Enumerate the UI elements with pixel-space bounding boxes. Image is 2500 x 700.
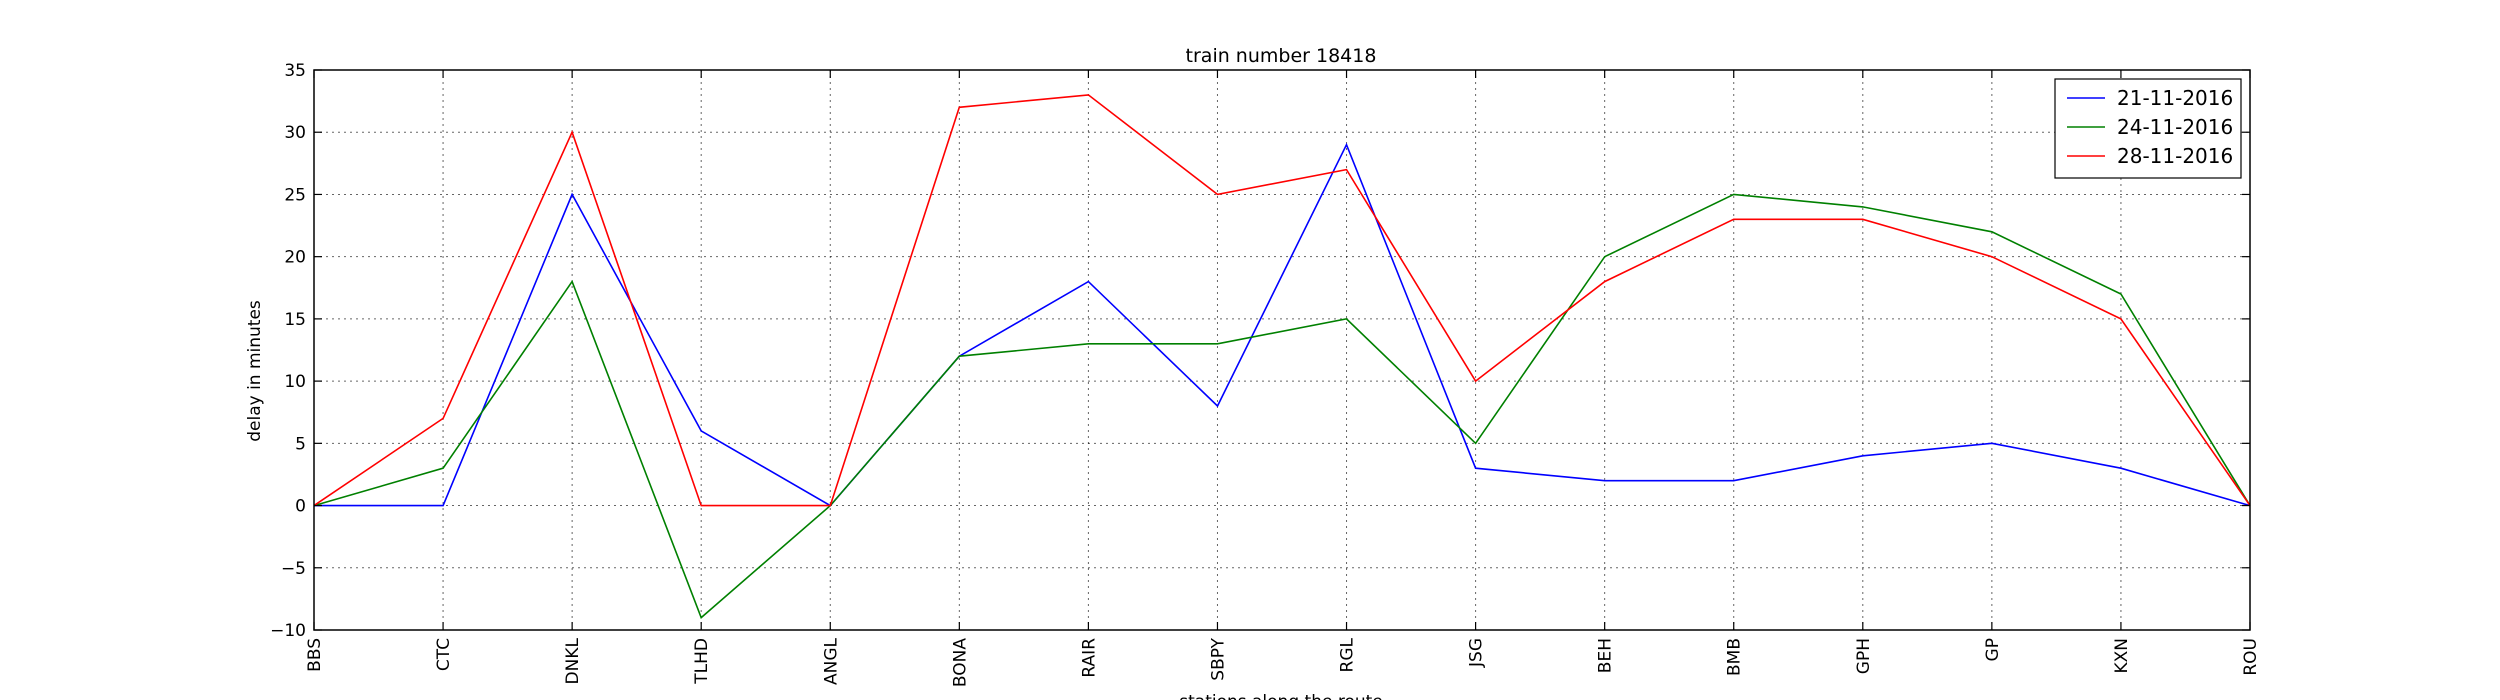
series-line — [313, 94, 2251, 507]
y-tick-label: 35 — [284, 61, 306, 81]
x-tick-label: GPH — [1854, 638, 1874, 674]
y-tick-label: −10 — [270, 621, 306, 641]
x-tick-label: RAIR — [1079, 638, 1099, 678]
x-tick-label: BBS — [305, 638, 325, 672]
grid-lines — [313, 69, 2251, 631]
x-tick-label: BONA — [950, 638, 970, 687]
y-tick-label: 25 — [284, 185, 306, 205]
y-tick-label: 20 — [284, 248, 306, 268]
y-tick-label: 10 — [284, 372, 306, 392]
y-axis-label: delay in minutes — [245, 300, 265, 442]
x-tick-label: BMB — [1725, 638, 1745, 676]
axis-ticks: −10 −5 0 5 10 15 20 25 30 35 BBS CTC DNKL TLHD ANGL BON… — [270, 61, 2261, 687]
x-tick-label: JSG — [1467, 638, 1487, 668]
y-tick-label: 5 — [295, 434, 306, 454]
y-tick-label: 15 — [284, 310, 306, 330]
legend-box — [2054, 78, 2242, 179]
x-axis-label: stations along the route — [1179, 692, 1383, 700]
plot-frame — [313, 69, 2251, 631]
chart-title: train number 18418 — [1186, 45, 1377, 67]
series-lines — [313, 94, 2251, 619]
x-tick-label: ANGL — [821, 637, 841, 685]
series-line — [314, 142, 2251, 507]
y-tick-label: 30 — [284, 123, 306, 143]
x-tick-label: KXN — [2112, 638, 2132, 674]
legend-label: 24-11-2016 — [2117, 115, 2233, 139]
x-tick-label: TLHD — [692, 638, 712, 685]
legend-label: 28-11-2016 — [2117, 144, 2233, 168]
x-tick-label: DNKL — [563, 637, 583, 684]
x-tick-label: SBPY — [1208, 637, 1228, 680]
legend-label: 21-11-2016 — [2117, 86, 2233, 110]
y-tick-label: −5 — [281, 559, 306, 579]
series-line — [313, 193, 2251, 619]
x-tick-label: GP — [1983, 638, 2003, 661]
legend: 21-11-2016 24-11-2016 28-11-2016 — [2054, 78, 2242, 179]
y-tick-label: 0 — [295, 497, 306, 517]
x-tick-label: CTC — [434, 638, 454, 671]
x-tick-label: ROU — [2241, 638, 2261, 676]
x-tick-label: BEH — [1596, 638, 1616, 673]
x-tick-label: RGL — [1338, 637, 1358, 672]
